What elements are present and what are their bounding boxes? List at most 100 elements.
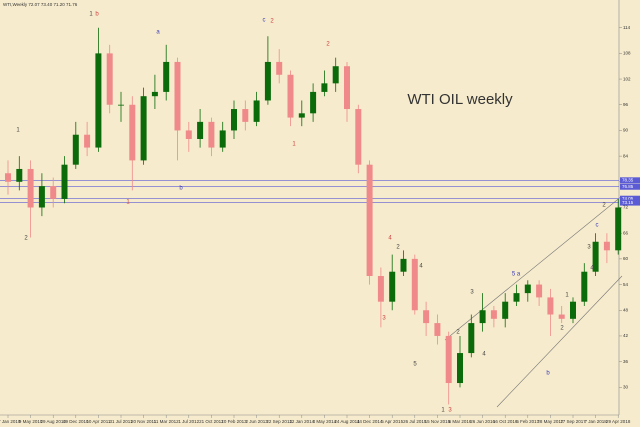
candle-body [264,61,271,101]
candle-body [298,113,305,118]
y-tick-label: 72 [623,205,629,210]
wave-label: b [179,186,183,192]
wave-label: 2 [602,203,606,209]
x-tick-label: 2 Jun 2013 [245,419,268,424]
candle-body [84,134,91,148]
candle-body [72,134,79,165]
x-tick-label: 16 Oct 2016 [493,419,518,424]
x-tick-label: 28 May 2017 [537,419,564,424]
candle-body [197,121,204,139]
candle-body [355,109,362,165]
wave-label: 4 [590,266,594,272]
y-tick-label: 36 [623,359,629,364]
candle-body [118,104,124,106]
candle-body [547,297,554,315]
wave-label: b [546,371,550,377]
x-tick-label: 6 Mar 2016 [449,419,472,424]
wave-label: c [263,18,266,24]
candle-body [344,66,350,110]
level-label: 78.35 [622,178,634,183]
candle-body [106,53,113,105]
wave-label: 2 [24,236,28,242]
candle-body [242,109,249,122]
y-tick-label: 54 [623,282,629,287]
candle-body [163,61,170,92]
candle-body [400,258,407,272]
x-tick-label: 5 Feb 2017 [516,419,539,424]
wave-label: 3 [470,290,474,296]
y-tick-label: 48 [623,307,629,312]
x-tick-label: 12 Jan 2014 [289,419,314,424]
x-tick-label: 9 May 2010 [19,419,43,424]
wave-label: 4 [419,264,423,270]
candle-body [151,91,158,97]
candle-body [524,284,531,294]
x-tick-label: 31 Jul 2011 [110,419,133,424]
level-tag [620,199,640,206]
candle-body [389,271,396,302]
candle-body [445,335,452,384]
wave-label: 2 [560,326,564,332]
y-tick-label: 42 [623,333,629,338]
x-tick-label: 15 Nov 2015 [425,419,451,424]
y-tick-label: 102 [623,76,631,81]
y-tick-label: 96 [623,102,629,107]
candle-body [592,241,599,272]
candle-body [570,301,576,319]
level-tag [620,195,640,202]
wave-label: 2 [396,245,400,251]
wave-label: 1 [89,12,93,18]
x-tick-label: 29 Apr 2018 [606,419,631,424]
candle-body [5,173,11,182]
channel-line [496,275,623,408]
candle-body [185,130,192,139]
wave-label: a [156,30,160,36]
candle-body [129,104,136,161]
wave-label: 1 [441,408,445,414]
chart-title: WTI,Weekly 72.07 73.40 71.20 71.76 [3,2,78,7]
level-tag [620,177,640,184]
x-tick-label: 5 Apr 2015 [381,419,403,424]
candle-body [310,91,317,114]
y-tick-label: 90 [623,128,629,133]
x-tick-label: 21 Oct 2012 [199,419,224,424]
y-tick-label: 60 [623,256,629,261]
chart-label: WTI OIL weekly [407,91,513,108]
candle-body [287,74,294,118]
candle-body [321,83,328,92]
wave-label: 1 [565,293,569,299]
x-tick-label: 10 Feb 2013 [221,419,247,424]
level-tag [620,183,640,190]
wave-label: 2 [326,42,330,48]
level-label: 73.15 [622,200,634,205]
candle-body [16,168,23,182]
x-tick-label: 20 Nov 2011 [131,419,157,424]
level-label: 74.05 [622,196,634,201]
wave-label: 3 [448,408,452,414]
candle-body [140,96,147,161]
x-tick-label: 4 May 2014 [313,419,337,424]
x-tick-label: 10 Apr 2011 [86,419,110,424]
y-tick-label: 84 [623,153,629,158]
candle-body [457,353,463,384]
candle-body [615,207,622,251]
candle-body [490,310,497,319]
candle-body [581,271,588,302]
candle-body [479,310,486,324]
candle-body [208,121,215,148]
candle-body [219,130,226,148]
x-tick-label: 24 Aug 2014 [334,419,360,424]
wave-label: b [95,12,99,18]
x-tick-label: 1 Jul 2012 [178,419,199,424]
wave-label: 5 [413,362,417,368]
y-tick-label: 114 [623,25,631,30]
candle-body [332,66,339,84]
x-tick-label: 17 Sep 2017 [560,419,586,424]
candle-body [366,164,373,276]
candle-body [423,310,430,324]
channel-line [444,195,623,341]
candle-body [468,323,475,354]
x-tick-label: 14 Dec 2014 [357,419,383,424]
